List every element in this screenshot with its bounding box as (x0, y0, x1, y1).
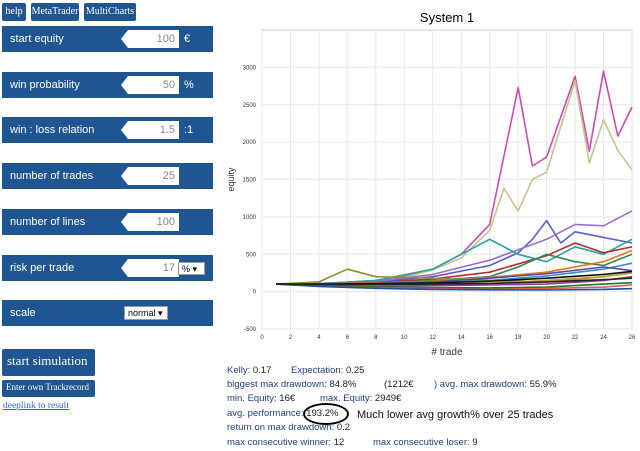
stats-max-equity: max. Equity: 2949€ (320, 393, 401, 404)
number-of-lines-label: number of lines (10, 216, 86, 228)
max-equity-label: max. Equity: (320, 393, 373, 404)
highlight-ellipse (303, 403, 349, 425)
scale-label: scale (10, 307, 36, 319)
y-axis-label: equity (226, 167, 236, 192)
x-tick-label: 12 (429, 335, 436, 341)
chevron-down-icon: ▾ (158, 308, 163, 318)
start-equity-label: start equity (10, 33, 64, 45)
start-equity-input[interactable]: 100 (121, 30, 179, 48)
series-line (276, 277, 633, 286)
x-tick-label: 26 (629, 335, 636, 341)
win-probability-unit: % (184, 79, 194, 91)
param-win-probability: win probability 50 % (2, 72, 213, 98)
x-tick-label: 8 (374, 335, 378, 341)
x-tick-label: 6 (346, 335, 350, 341)
deeplink-link[interactable]: deeplink to result (3, 401, 69, 411)
y-tick-label: 0 (253, 290, 257, 296)
consecutive-winner-value: 12 (333, 437, 345, 448)
return-value: 0.2 (336, 422, 351, 433)
x-tick-label: 0 (260, 335, 264, 341)
win-probability-input[interactable]: 50 (121, 76, 179, 94)
win-loss-label: win : loss relation (10, 124, 95, 136)
y-tick-label: 2000 (243, 140, 257, 146)
start-simulation-button[interactable]: start simulation (2, 349, 95, 376)
param-risk-per-trade: risk per trade 17 % ▾ (2, 255, 213, 281)
stats-expectation: Expectation: 0.25 (291, 365, 364, 376)
stats-consecutive-winner: max consecutive winner: 12 (227, 437, 344, 448)
x-tick-label: 16 (486, 335, 493, 341)
consecutive-loser-value: 9 (472, 437, 478, 448)
x-axis-label: # trade (431, 347, 463, 358)
min-equity-label: min. Equity: (227, 393, 277, 404)
x-tick-label: 24 (600, 335, 607, 341)
amd-value: 55.9% (529, 379, 557, 390)
metatrader-button[interactable]: MetaTrader (31, 3, 79, 21)
enter-trackrecord-button[interactable]: Enter own Trackrecord (2, 380, 95, 397)
param-number-of-trades: number of trades 25 (2, 163, 213, 189)
bmd-label: biggest max drawdown: (227, 379, 327, 390)
help-button[interactable]: help (2, 3, 26, 21)
stats-amd: ) avg. max drawdown: 55.9% (434, 379, 557, 390)
stats-bmd-abs: (1212€ (384, 379, 414, 390)
number-of-trades-label: number of trades (10, 170, 94, 182)
param-start-equity: start equity 100 € (2, 26, 213, 52)
risk-unit-select[interactable]: % ▾ (178, 262, 205, 275)
param-win-loss: win : loss relation 1.5 :1 (2, 117, 213, 143)
x-tick-label: 2 (289, 335, 293, 341)
x-tick-label: 20 (543, 335, 550, 341)
kelly-label: Kelly: (227, 365, 251, 376)
expectation-value: 0.25 (345, 365, 365, 376)
stats-kelly: Kelly: 0.17 (227, 365, 271, 376)
enter-trackrecord-label: Enter own Trackrecord (6, 382, 89, 392)
stats-bmd: biggest max drawdown: 84.8% (227, 379, 356, 390)
y-tick-label: 1500 (243, 178, 257, 184)
scale-select[interactable]: normal ▾ (124, 306, 168, 320)
scale-value: normal (128, 308, 156, 318)
min-equity-value: 16€ (279, 393, 296, 404)
param-scale: scale normal ▾ (2, 300, 213, 326)
win-loss-unit: :1 (184, 124, 194, 136)
chevron-down-icon: ▾ (192, 264, 198, 274)
stats-consecutive-loser: max consecutive loser: 9 (373, 437, 478, 448)
y-tick-label: 2500 (243, 103, 257, 109)
start-simulation-label: start simulation (7, 353, 88, 368)
chart-title: System 1 (420, 10, 474, 25)
x-tick-label: 22 (572, 335, 579, 341)
bmd-abs-value: (1212€ (384, 379, 414, 390)
x-tick-label: 14 (458, 335, 465, 341)
y-tick-label: 1000 (243, 215, 257, 221)
win-loss-input[interactable]: 1.5 (121, 121, 179, 139)
series-line (276, 283, 633, 291)
number-of-lines-input[interactable]: 100 (121, 213, 179, 231)
consecutive-loser-label: max consecutive loser: (373, 437, 470, 448)
return-label: return on max drawdown: (227, 422, 335, 433)
kelly-value: 0.17 (252, 365, 272, 376)
start-equity-unit: € (184, 33, 191, 45)
risk-unit-value: % (182, 264, 191, 274)
stats-min-equity: min. Equity: 16€ (227, 393, 295, 404)
y-tick-label: 3000 (243, 65, 257, 71)
risk-per-trade-label: risk per trade (10, 262, 75, 274)
number-of-trades-input[interactable]: 25 (121, 167, 179, 185)
avg-performance-label: avg. performance: (227, 408, 304, 419)
param-number-of-lines: number of lines 100 (2, 209, 213, 235)
multicharts-button[interactable]: MultiCharts (84, 3, 136, 21)
amd-label: ) avg. max drawdown: (434, 379, 527, 390)
risk-per-trade-input[interactable]: 17 (121, 259, 179, 277)
stats-return-on-drawdown: return on max drawdown: 0.2 (227, 422, 350, 433)
win-probability-label: win probability (10, 79, 80, 91)
bmd-value: 84.8% (329, 379, 357, 390)
y-tick-label: 500 (246, 252, 257, 258)
max-equity-value: 2949€ (374, 393, 402, 404)
x-tick-label: 18 (515, 335, 522, 341)
x-tick-label: 4 (317, 335, 321, 341)
x-tick-label: 10 (401, 335, 408, 341)
consecutive-winner-label: max consecutive winner: (227, 437, 332, 448)
series-line (276, 238, 633, 285)
expectation-label: Expectation: (291, 365, 344, 376)
annotation-text: Much lower avg growth% over 25 trades (357, 409, 554, 421)
y-tick-label: -500 (244, 327, 257, 333)
